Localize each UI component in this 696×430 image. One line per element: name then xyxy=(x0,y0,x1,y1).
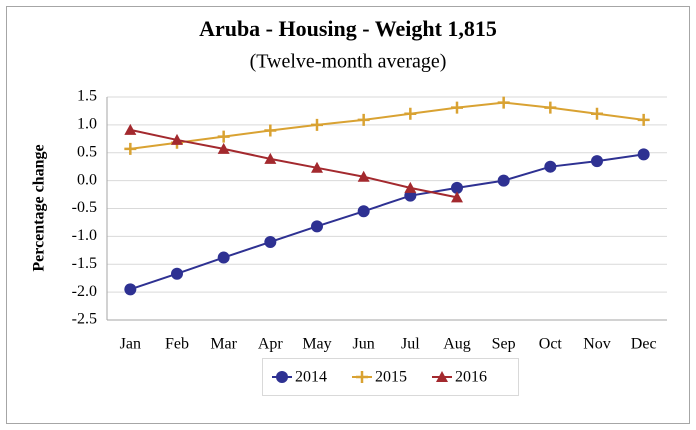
marker xyxy=(497,96,510,109)
marker xyxy=(171,267,183,280)
legend-marker xyxy=(436,371,448,382)
x-tick-label: Jun xyxy=(353,336,375,353)
legend-label: 2014 xyxy=(295,369,327,386)
y-tick-label: -2.0 xyxy=(72,283,97,300)
marker xyxy=(544,160,557,173)
chart-subtitle: (Twelve-month average) xyxy=(250,51,447,73)
marker xyxy=(357,170,370,182)
x-tick-label: Nov xyxy=(583,336,611,353)
y-tick-label: 0.5 xyxy=(77,143,97,160)
x-tick-label: Jan xyxy=(120,336,141,353)
marker xyxy=(217,251,230,264)
y-axis-label: Percentage change xyxy=(31,144,48,271)
marker xyxy=(404,107,417,120)
marker xyxy=(404,181,417,193)
x-tick-label: Jul xyxy=(401,336,420,353)
marker xyxy=(124,283,137,296)
legend-label: 2016 xyxy=(455,369,487,386)
marker xyxy=(311,118,323,131)
x-tick-label: Aug xyxy=(443,336,471,353)
marker xyxy=(264,152,277,164)
marker xyxy=(544,101,557,114)
legend-label: 2015 xyxy=(375,369,407,386)
marker xyxy=(451,181,463,194)
x-tick-label: May xyxy=(302,336,331,353)
y-tick-label: 0.0 xyxy=(77,171,97,188)
x-tick-label: Sep xyxy=(492,336,516,353)
x-tick-label: Oct xyxy=(539,336,563,353)
series-line xyxy=(130,101,644,150)
marker xyxy=(451,191,463,203)
chart-border xyxy=(6,6,690,424)
y-tick-label: -1.0 xyxy=(72,227,97,244)
marker xyxy=(451,101,463,114)
marker xyxy=(497,174,510,187)
marker xyxy=(591,107,603,120)
marker xyxy=(357,205,370,218)
x-tick-label: Dec xyxy=(631,336,657,353)
marker xyxy=(217,130,230,143)
x-tick-label: Feb xyxy=(165,336,189,353)
legend-marker xyxy=(356,371,368,383)
marker xyxy=(264,124,277,137)
marker xyxy=(357,113,370,126)
x-tick-label: Apr xyxy=(258,336,284,353)
legend-marker xyxy=(276,371,288,383)
series-line xyxy=(130,153,644,291)
marker xyxy=(637,113,650,126)
marker xyxy=(637,148,650,161)
y-tick-label: -0.5 xyxy=(72,199,97,216)
y-tick-label: -1.5 xyxy=(72,255,97,272)
y-tick-label: 1.5 xyxy=(77,88,97,105)
y-tick-label: -2.5 xyxy=(72,311,97,328)
marker xyxy=(311,220,323,233)
marker xyxy=(264,235,277,248)
marker xyxy=(217,142,230,154)
marker xyxy=(124,123,137,135)
marker xyxy=(591,155,603,168)
x-tick-label: Mar xyxy=(210,336,237,353)
series-line xyxy=(130,128,458,199)
marker xyxy=(311,161,323,173)
legend-box xyxy=(262,358,519,396)
y-tick-label: 1.0 xyxy=(77,116,97,133)
chart-title: Aruba - Housing - Weight 1,815 xyxy=(199,16,497,41)
marker xyxy=(124,142,137,155)
marker xyxy=(171,133,183,145)
